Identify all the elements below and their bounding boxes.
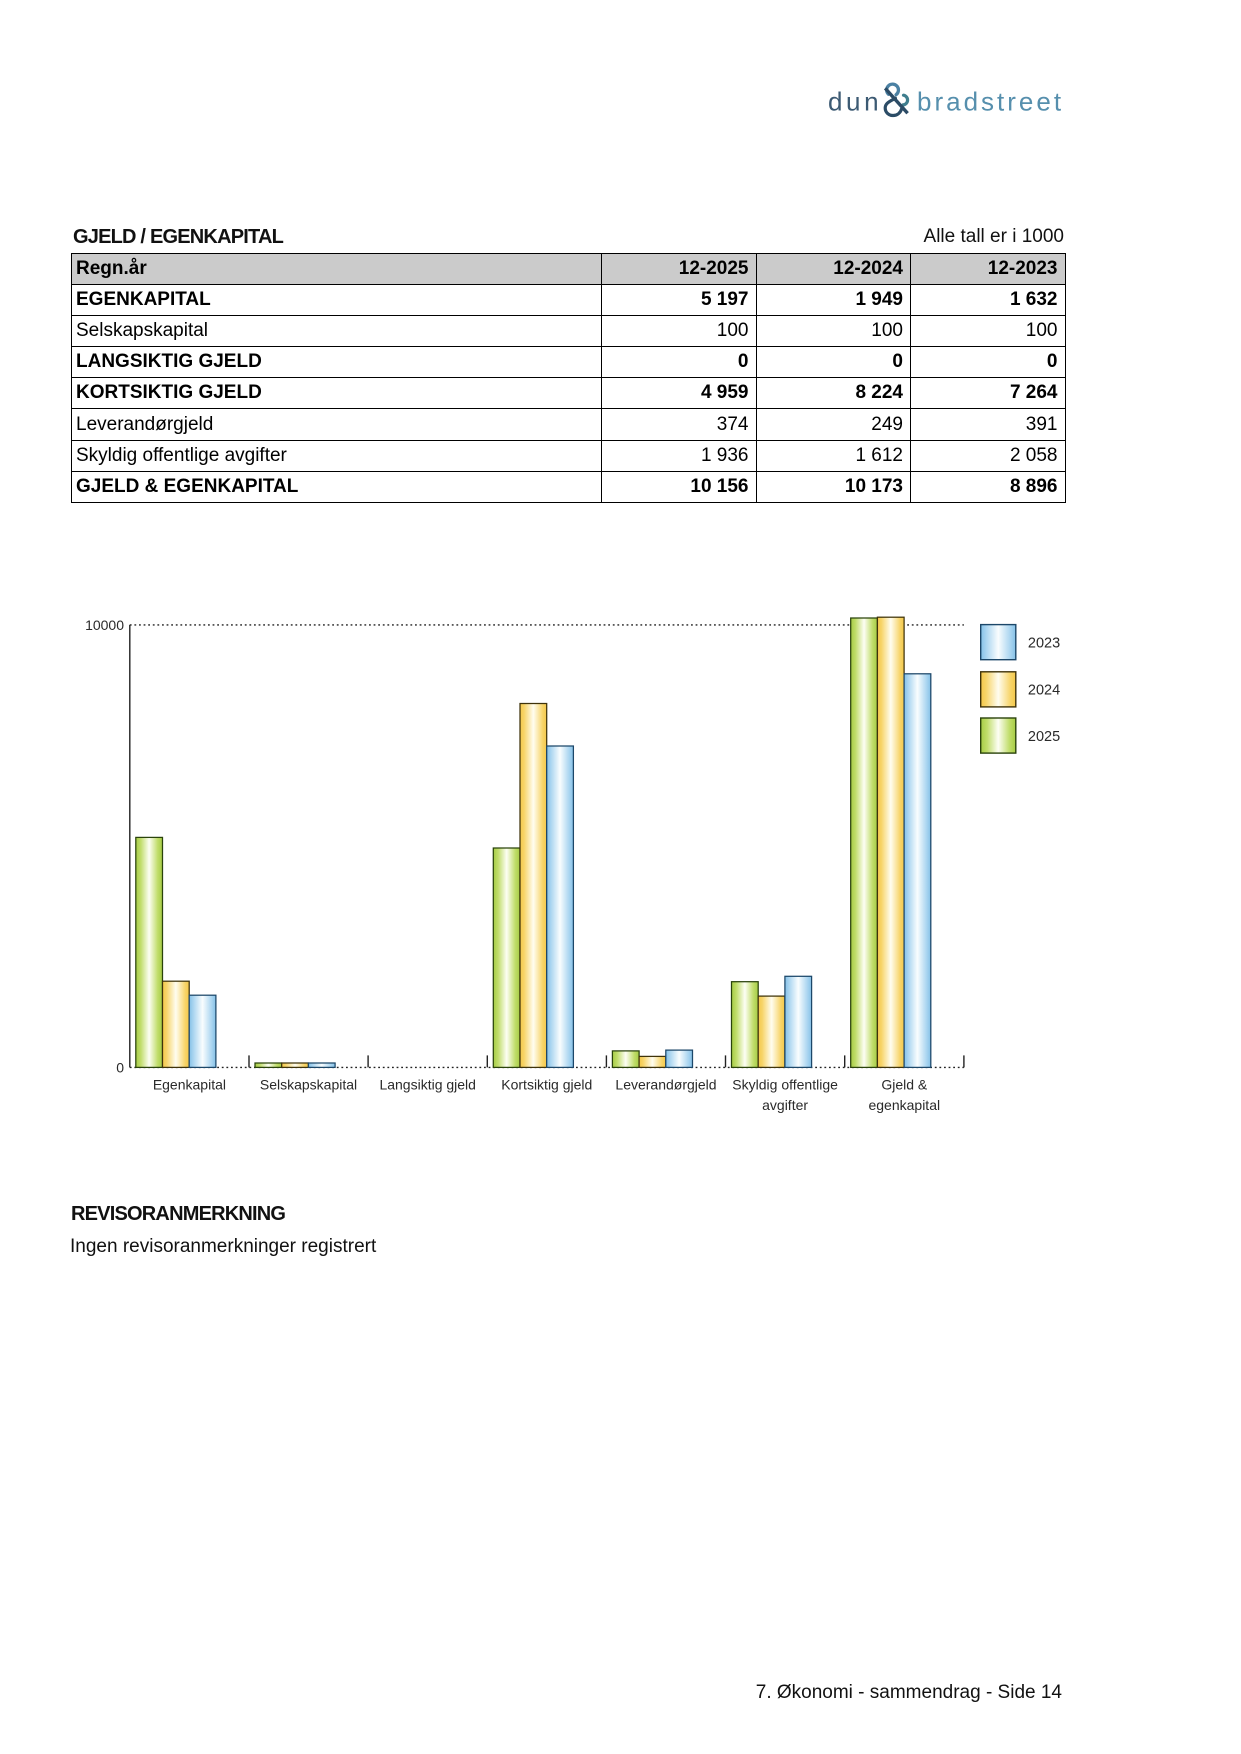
svg-text:dun: dun: [828, 86, 882, 116]
svg-text:Kortsiktig gjeld: Kortsiktig gjeld: [501, 1077, 592, 1093]
svg-text:Skyldig offentlige: Skyldig offentlige: [732, 1077, 838, 1093]
svg-text:2023: 2023: [1028, 635, 1060, 651]
svg-text:Leverandørgjeld: Leverandørgjeld: [615, 1077, 716, 1093]
svg-text:Gjeld &: Gjeld &: [881, 1077, 928, 1093]
svg-text:Egenkapital: Egenkapital: [153, 1077, 226, 1093]
svg-text:avgifter: avgifter: [762, 1097, 808, 1113]
svg-text:2024: 2024: [1028, 683, 1060, 699]
svg-text:bradstreet: bradstreet: [917, 86, 1064, 116]
svg-text:Selskapskapital: Selskapskapital: [260, 1077, 357, 1093]
svg-text:2025: 2025: [1028, 729, 1060, 745]
svg-text:0: 0: [116, 1059, 124, 1075]
svg-text:egenkapital: egenkapital: [868, 1097, 940, 1113]
svg-text:10000: 10000: [85, 617, 124, 633]
svg-text:Langsiktig gjeld: Langsiktig gjeld: [379, 1077, 476, 1093]
